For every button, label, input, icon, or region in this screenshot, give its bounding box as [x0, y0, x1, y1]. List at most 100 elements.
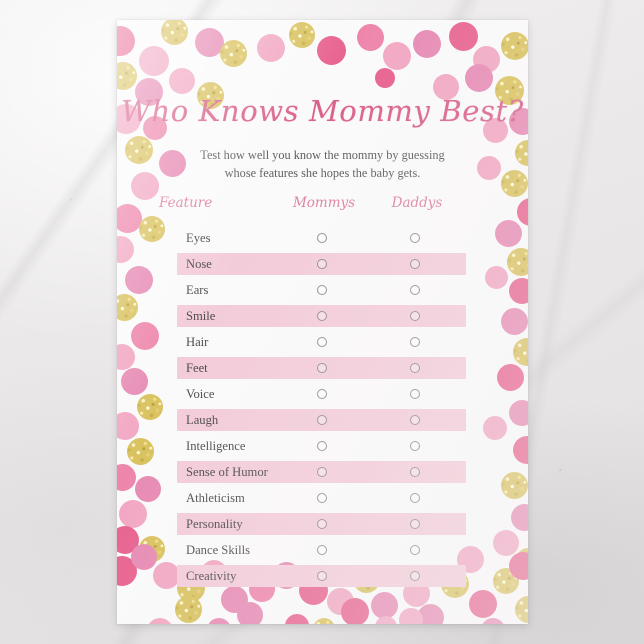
radio-daddys[interactable] [410, 545, 420, 555]
confetti-dot-light-pink [257, 34, 285, 62]
feature-label: Feet [186, 361, 208, 375]
radio-mommys[interactable] [317, 493, 327, 503]
radio-daddys[interactable] [410, 493, 420, 503]
table-row: Personality [117, 511, 528, 537]
table-row: Eyes [117, 225, 528, 251]
table-row: Dance Skills [117, 537, 528, 563]
radio-mommys[interactable] [317, 311, 327, 321]
confetti-dot-deep-pink [497, 364, 524, 391]
radio-daddys[interactable] [410, 363, 420, 373]
confetti-dot-light-pink [139, 46, 169, 76]
confetti-dot-glitter-gold [501, 472, 528, 499]
confetti-dot-deep-pink [449, 22, 478, 51]
confetti-dot-deep-pink [317, 36, 346, 65]
feature-label: Smile [186, 309, 216, 323]
radio-mommys[interactable] [317, 415, 327, 425]
confetti-border-decoration [117, 20, 528, 624]
table-row: Athleticism [117, 485, 528, 511]
confetti-dot-deep-pink [509, 278, 528, 304]
radio-mommys[interactable] [317, 441, 327, 451]
table-row: Intelligence [117, 433, 528, 459]
radio-mommys[interactable] [317, 259, 327, 269]
table-row: Hair [117, 329, 528, 355]
confetti-dot-light-pink [477, 156, 501, 180]
radio-mommys[interactable] [317, 389, 327, 399]
confetti-dot-light-pink [375, 616, 397, 624]
instructions-text: Test how well you know the mommy by gues… [167, 147, 478, 182]
confetti-dot-glitter-pink [159, 150, 186, 177]
confetti-dot-deep-pink [375, 68, 395, 88]
confetti-dot-light-pink [483, 118, 508, 143]
confetti-dot-light-pink [117, 236, 134, 263]
radio-daddys[interactable] [410, 337, 420, 347]
confetti-dot-mid-pink [143, 116, 167, 140]
radio-daddys[interactable] [410, 467, 420, 477]
confetti-dot-light-pink [119, 500, 147, 528]
radio-daddys[interactable] [410, 259, 420, 269]
confetti-dot-glitter-gold [161, 20, 188, 45]
card-content: Who Knows Mommy Best? Test how well you … [117, 20, 528, 624]
radio-mommys[interactable] [317, 233, 327, 243]
radio-daddys[interactable] [410, 571, 420, 581]
radio-mommys[interactable] [317, 337, 327, 347]
confetti-dot-glitter-pink [121, 368, 148, 395]
confetti-dot-glitter-gold [515, 596, 528, 623]
confetti-dot-deep-pink [509, 552, 528, 580]
confetti-dot-mid-pink [357, 24, 384, 51]
confetti-dot-light-pink [117, 104, 141, 134]
radio-mommys[interactable] [317, 519, 327, 529]
feature-label: Creativity [186, 569, 237, 583]
confetti-dot-deep-pink [285, 614, 309, 624]
radio-mommys[interactable] [317, 467, 327, 477]
radio-daddys[interactable] [410, 519, 420, 529]
confetti-dot-glitter-pink [371, 592, 398, 619]
confetti-dot-light-pink [153, 562, 180, 589]
radio-daddys[interactable] [410, 441, 420, 451]
radio-mommys[interactable] [317, 285, 327, 295]
confetti-dot-glitter-pink [509, 400, 528, 426]
radio-mommys[interactable] [317, 571, 327, 581]
radio-mommys[interactable] [317, 363, 327, 373]
confetti-dot-mid-pink [131, 322, 159, 350]
confetti-dot-glitter-pink [417, 604, 444, 624]
radio-daddys[interactable] [410, 311, 420, 321]
confetti-dot-glitter-pink [501, 308, 528, 335]
table-row: Ears [117, 277, 528, 303]
confetti-dot-deep-pink [117, 526, 139, 554]
confetti-dot-light-pink [383, 42, 411, 70]
confetti-dot-glitter-gold [513, 338, 528, 366]
confetti-dot-deep-pink [341, 598, 369, 624]
radio-daddys[interactable] [410, 285, 420, 295]
radio-daddys[interactable] [410, 415, 420, 425]
confetti-dot-glitter-gold [501, 32, 528, 60]
confetti-dot-deep-pink [117, 26, 135, 56]
confetti-dot-light-pink [131, 172, 159, 200]
confetti-dot-deep-pink [513, 436, 528, 464]
confetti-dot-glitter-pink [237, 602, 263, 624]
radio-daddys[interactable] [410, 389, 420, 399]
confetti-dot-glitter-pink [135, 78, 163, 106]
confetti-dot-glitter-gold [117, 62, 137, 90]
feature-label: Ears [186, 283, 209, 297]
features-table: Eyes Nose Ears Smile Hair Feet Voice Laugh Intel… [117, 225, 528, 589]
confetti-dot-glitter-gold [125, 136, 153, 164]
radio-daddys[interactable] [410, 233, 420, 243]
confetti-dot-glitter-gold [220, 40, 247, 67]
confetti-dot-glitter-gold [127, 438, 154, 465]
radio-mommys[interactable] [317, 545, 327, 555]
feature-label: Nose [186, 257, 212, 271]
table-header-row: Feature Mommys Daddys [117, 195, 528, 217]
confetti-dot-glitter-pink [511, 504, 528, 531]
confetti-dot-glitter-pink [195, 28, 224, 57]
confetti-dot-deep-pink [469, 590, 497, 618]
confetti-dot-light-pink [433, 74, 459, 100]
confetti-dot-glitter-pink [495, 220, 522, 247]
feature-label: Laugh [186, 413, 219, 427]
confetti-dot-glitter-pink [135, 476, 161, 502]
confetti-dot-light-pink [485, 266, 508, 289]
confetti-dot-light-pink [483, 416, 507, 440]
confetti-dot-glitter-gold [501, 170, 528, 197]
confetti-dot-light-pink [169, 68, 195, 94]
confetti-dot-deep-pink [517, 198, 528, 226]
